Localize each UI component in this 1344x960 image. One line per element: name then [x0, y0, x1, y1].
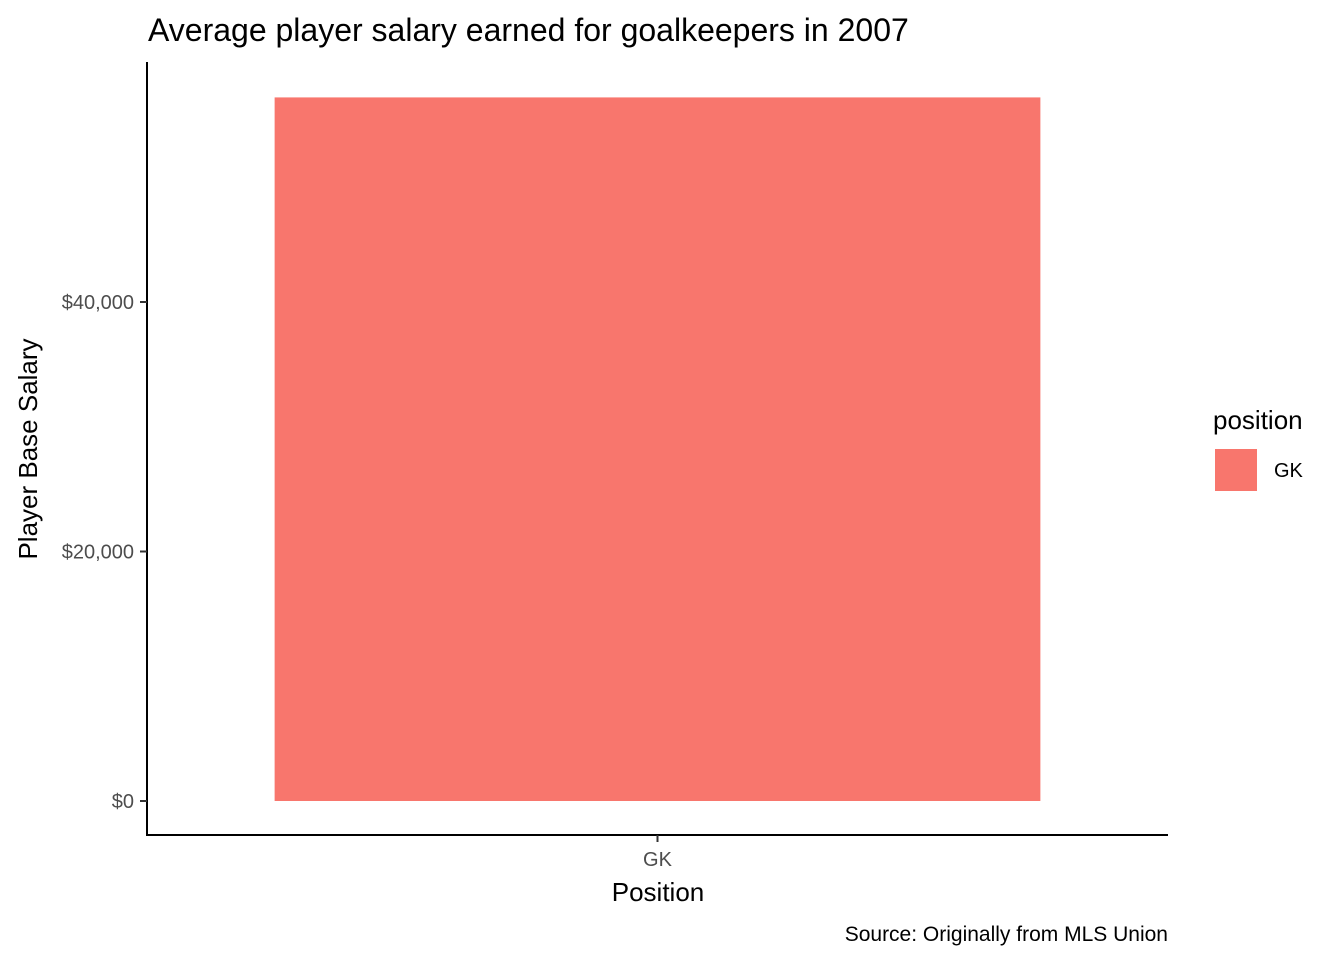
bar-gk [274, 97, 1041, 801]
legend-label: GK [1274, 460, 1304, 482]
bars-group [274, 97, 1041, 801]
chart-caption: Source: Originally from MLS Union [845, 923, 1168, 946]
x-tick-label: GK [643, 849, 673, 871]
x-axis-title: Position [612, 877, 705, 907]
legend: position GK [1213, 405, 1304, 491]
y-tick-label: $40,000 [62, 292, 134, 314]
y-axis-title: Player Base Salary [13, 338, 43, 559]
legend-entries: GK [1215, 449, 1304, 491]
legend-title: position [1213, 405, 1303, 435]
y-tick-label: $20,000 [62, 542, 134, 564]
y-tick-label: $0 [112, 791, 134, 813]
x-axis-ticks: GK [643, 835, 673, 871]
y-axis-ticks: $0 $20,000 $40,000 [62, 292, 147, 813]
legend-key [1215, 449, 1257, 491]
chart-title: Average player salary earned for goalkee… [148, 12, 909, 48]
